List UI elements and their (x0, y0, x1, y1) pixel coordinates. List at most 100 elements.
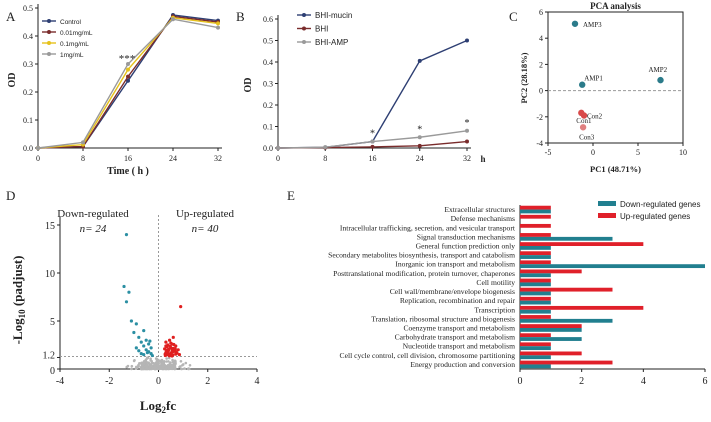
down-gene-point (142, 353, 146, 357)
category-label: Cell motility (476, 278, 515, 287)
down-gene-point (142, 344, 146, 348)
down-regulated-bar (520, 255, 551, 259)
ns-gene-point (162, 366, 165, 370)
category-label: Transcription (474, 305, 515, 314)
data-point (126, 67, 130, 72)
legend-marker (302, 26, 306, 31)
y-tick-label: 10 (45, 269, 55, 280)
ns-gene-point (145, 366, 149, 370)
ns-gene-point (167, 356, 171, 360)
category-label: Extracellular structures (444, 205, 515, 214)
up-gene-point (176, 348, 180, 352)
ns-gene-point (141, 366, 145, 370)
pca-point-label: AMP3 (583, 21, 602, 29)
down-regulated-bar (520, 346, 551, 351)
category-label: Intracellular trafficking, secretion, an… (340, 223, 516, 232)
up-gene-point (167, 338, 172, 342)
x-tick-label: 32 (214, 154, 222, 163)
ns-gene-point (155, 357, 159, 361)
pca-point-label: Con1 (576, 117, 592, 125)
data-point (81, 140, 85, 145)
x-tick-label: 8 (81, 154, 85, 163)
x-tick-label: 10 (679, 148, 687, 157)
down-gene-point (145, 351, 150, 355)
down-gene-point (142, 329, 146, 333)
ns-gene-point (148, 364, 152, 368)
x-tick-label: 4 (255, 376, 260, 387)
ns-gene-point (130, 364, 134, 368)
up-regulated-bar (520, 214, 551, 219)
down-gene-point (127, 290, 131, 294)
up-gene-point (167, 354, 171, 358)
pca-point (579, 81, 586, 88)
up-gene-point (179, 305, 183, 309)
up-gene-point (164, 344, 168, 348)
up-regulated-bar (520, 223, 551, 228)
ns-gene-point (171, 358, 174, 362)
category-label: Replication, recombination and repair (400, 296, 516, 305)
pca-point (580, 112, 588, 119)
up-gene-point (171, 335, 175, 339)
up-regulated-bar (520, 315, 551, 319)
x-tick-label: 8 (323, 154, 327, 163)
up-gene-point (165, 350, 169, 354)
x-axis-label: Time ( h ) (107, 166, 149, 177)
up-gene-point (172, 342, 176, 347)
down-regulated-bar (520, 355, 551, 360)
legend-swatch (598, 213, 616, 218)
y-tick-label: 0 (50, 366, 55, 377)
down-gene-point (124, 300, 129, 304)
ns-gene-point (152, 362, 155, 365)
y-tick-label: 6 (539, 8, 543, 17)
ns-gene-point (173, 365, 176, 369)
y-tick-label: 0.3 (23, 60, 33, 69)
down-regulated-count: n= 24 (80, 223, 107, 235)
down-regulated-bar (520, 291, 551, 296)
ns-gene-point (178, 365, 182, 368)
panel-c-pca: PCA analysis -5 0 5 10 -4 -2 0 2 4 6 AMP3 AMP1 AMP2 Co… (519, 1, 687, 174)
down-gene-point (137, 335, 141, 339)
legend-marker (47, 41, 51, 45)
data-point (171, 17, 175, 22)
panel-a-growth-curve: 0 8 16 24 32 0.0 0.1 0.2 0.3 0.4 0.5 Control 0.01mg/… (7, 4, 222, 177)
ns-gene-point (133, 358, 136, 362)
up-gene-point (168, 344, 172, 349)
data-point (465, 38, 469, 43)
y-tick-label: 0.4 (23, 32, 33, 41)
ns-gene-point (188, 363, 192, 367)
ns-gene-point (187, 367, 190, 371)
down-gene-point (150, 353, 154, 358)
ns-gene-point (181, 363, 184, 367)
down-regulated-bar (520, 264, 705, 269)
category-label: Posttranslational modification, protein … (333, 269, 515, 278)
y-tick-label: 0.1 (263, 123, 273, 132)
ns-gene-point (174, 362, 177, 365)
ns-gene-point (146, 356, 150, 360)
up-gene-point (163, 347, 167, 351)
x-tick-label: 16 (369, 154, 377, 163)
up-gene-point (164, 340, 168, 344)
down-gene-point (148, 339, 152, 343)
up-regulated-bar (520, 333, 551, 338)
legend-label: BHI (315, 25, 328, 34)
down-regulated-bar (520, 282, 551, 287)
pca-point-label: Con2 (587, 112, 603, 120)
y-tick-label: 0.2 (263, 101, 273, 110)
down-regulated-bar (520, 337, 582, 341)
y-tick-label: 15 (45, 221, 55, 232)
panel-b-growth-curve: 0 8 16 24 32 0.0 0.1 0.2 0.3 0.4 0.5 0.6 BHI-mucin BH… (243, 11, 486, 164)
pca-point-label: Con3 (579, 133, 595, 141)
pca-point-label: AMP2 (649, 66, 668, 74)
category-label: Nucleotide transport and metabolism (403, 342, 515, 351)
up-regulated-bar (520, 233, 551, 237)
ns-gene-point (162, 361, 166, 365)
data-point (126, 62, 130, 66)
ns-gene-point (154, 367, 158, 371)
down-gene-point (134, 322, 138, 326)
down-regulated-bar (520, 309, 551, 314)
significance-marker: * (465, 118, 470, 129)
data-point (126, 74, 130, 79)
panel-letter-e: E (287, 188, 295, 203)
up-regulated-bar (520, 205, 551, 210)
